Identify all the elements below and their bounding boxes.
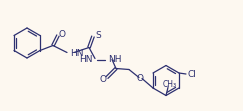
Text: Cl: Cl [188, 69, 196, 78]
Text: HN: HN [70, 49, 84, 57]
Text: NH: NH [108, 55, 122, 64]
Text: O: O [137, 74, 143, 83]
Text: CH₃: CH₃ [163, 80, 177, 89]
Text: S: S [95, 31, 101, 40]
Text: O: O [59, 30, 66, 39]
Text: HN: HN [79, 55, 93, 64]
Text: O: O [99, 75, 106, 84]
